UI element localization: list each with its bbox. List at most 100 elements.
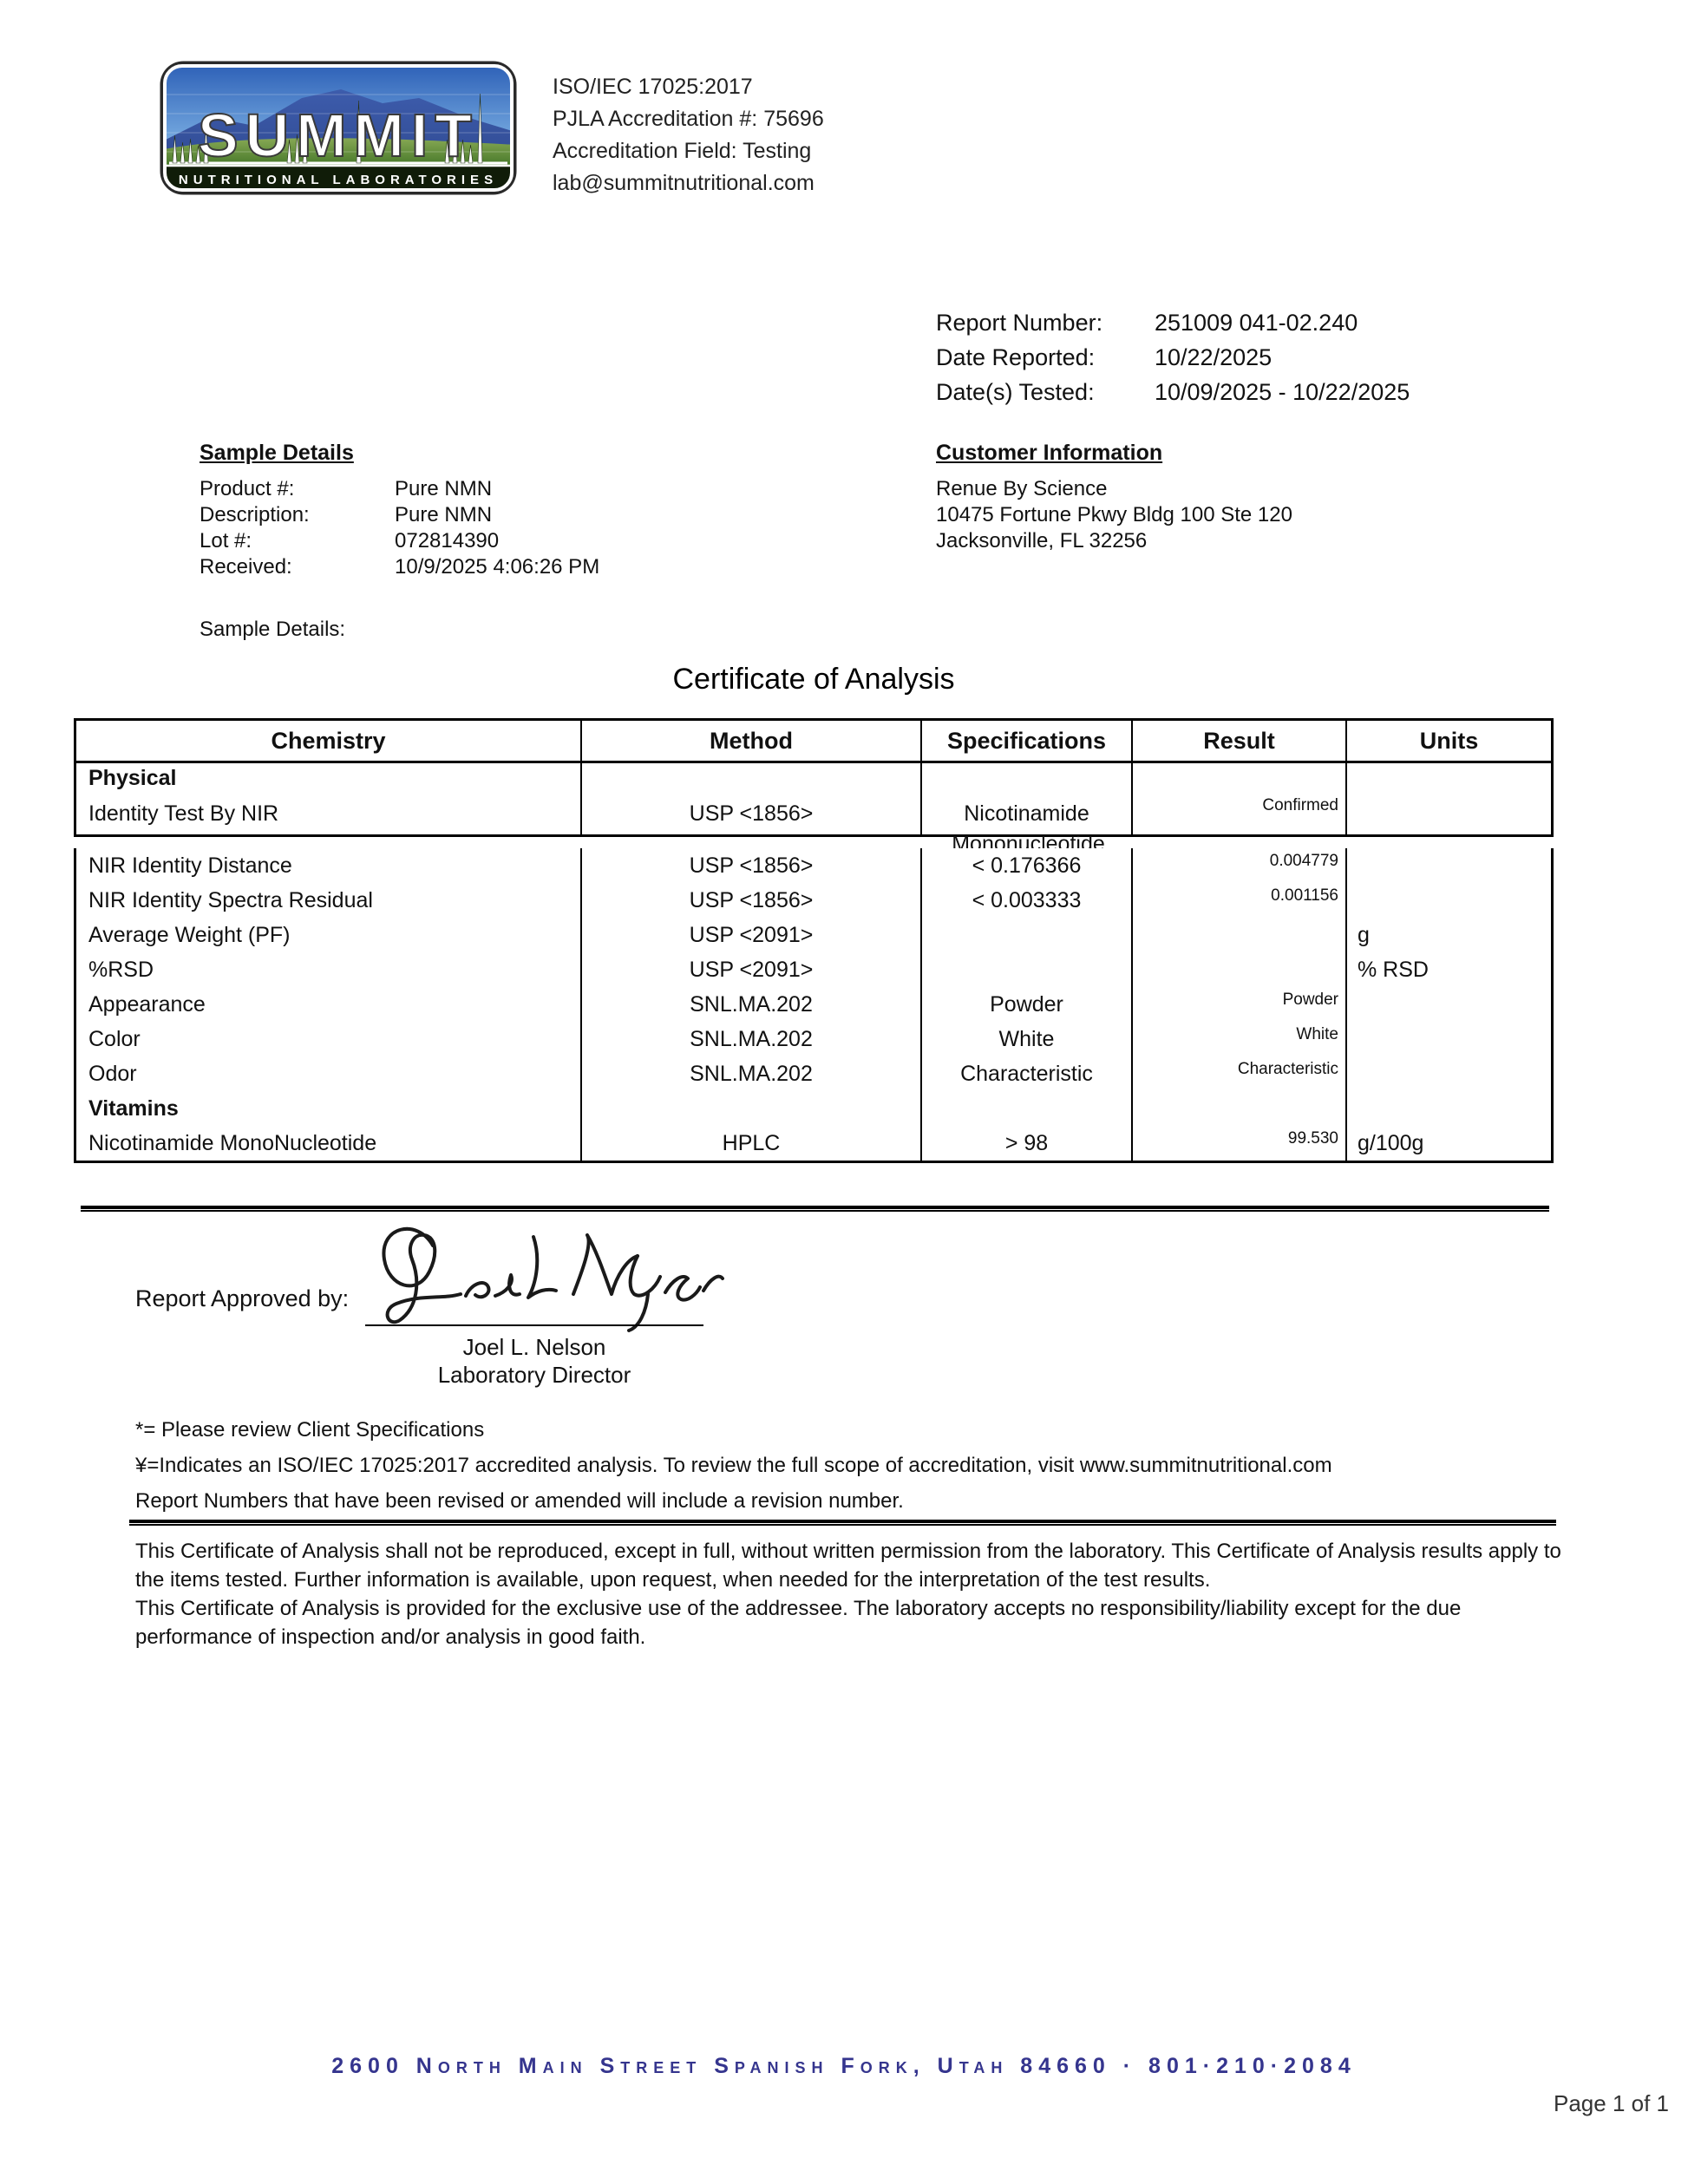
summit-logo: SUMMIT NUTRITIONAL LABORATORIES (159, 60, 518, 196)
signature-image (360, 1214, 724, 1349)
disclaimer-rule (129, 1520, 1556, 1526)
cell-units (1345, 1056, 1551, 1091)
logo-brand-text: SUMMIT (198, 101, 479, 169)
cell-chemistry: NIR Identity Distance (88, 853, 292, 878)
cell-specification: < 0.003333 (920, 883, 1131, 918)
product-label: Product #: (200, 477, 295, 500)
lot-row: Lot #: 072814390 (200, 528, 599, 554)
section-label-vitamins: Vitamins (88, 1095, 179, 1121)
date-reported-label: Date Reported: (936, 343, 1096, 370)
table-row-nmn-assay: Nicotinamide MonoNucleotide HPLC > 98 99… (76, 1126, 1551, 1161)
cell-specification: < 0.176366 (920, 848, 1131, 883)
accreditation-line: ISO/IEC 17025:2017 (553, 75, 753, 99)
cell-specification: Nicotinamide (920, 793, 1131, 834)
column-header-result: Result (1131, 721, 1345, 761)
approver-title: Laboratory Director (437, 1362, 631, 1388)
cell-chemistry: %RSD (88, 957, 154, 982)
footnote-revision: Report Numbers that have been revised or… (135, 1489, 904, 1513)
received-label: Received: (200, 555, 292, 579)
cell-result: Powder (1131, 987, 1345, 1022)
footnote-accredited-analysis: ¥=Indicates an ISO/IEC 17025:2017 accred… (135, 1454, 1332, 1477)
table-header-row: Chemistry Method Specifications Result U… (76, 721, 1551, 763)
report-number-label: Report Number: (936, 309, 1103, 336)
cell-chemistry: Odor (88, 1061, 137, 1086)
cell-specification (920, 952, 1131, 987)
approver-name: Joel L. Nelson (462, 1334, 606, 1360)
accreditation-block: ISO/IEC 17025:2017 PJLA Accreditation #:… (553, 71, 824, 199)
footnotes-block: *= Please review Client Specifications ¥… (135, 1412, 1332, 1519)
disclaimer-paragraph-1: This Certificate of Analysis shall not b… (135, 1540, 1561, 1592)
table-row-nir-distance: NIR Identity Distance USP <1856> < 0.176… (76, 848, 1551, 883)
cell-method: USP <1856> (580, 883, 920, 918)
cell-chemistry: Average Weight (PF) (88, 922, 291, 947)
sample-details-heading: Sample Details (200, 441, 354, 465)
cell-method: USP <1856> (580, 793, 920, 834)
customer-address-line1: 10475 Fortune Pkwy Bldg 100 Ste 120 (936, 503, 1292, 526)
cell-method: SNL.MA.202 (580, 1022, 920, 1056)
received-value: 10/9/2025 4:06:26 PM (395, 555, 600, 579)
cell-specification: White (920, 1022, 1131, 1056)
cell-specification: > 98 (920, 1126, 1131, 1161)
cell-chemistry: Color (88, 1026, 141, 1051)
cell-specification: Powder (920, 987, 1131, 1022)
lot-value: 072814390 (395, 529, 500, 553)
results-table-header-section: Chemistry Method Specifications Result U… (74, 718, 1554, 837)
table-row-nir-spectra: NIR Identity Spectra Residual USP <1856>… (76, 883, 1551, 918)
section-label-physical: Physical (88, 765, 177, 790)
customer-name: Renue By Science (936, 477, 1108, 500)
table-section-row-vitamins: Vitamins (76, 1091, 1551, 1126)
report-number-value: 251009 041-02.240 (1155, 309, 1358, 336)
cell-result: 99.530 (1131, 1126, 1345, 1161)
table-row-identity-test: Identity Test By NIR USP <1856> Nicotina… (76, 793, 1551, 834)
report-number-row: Report Number: 251009 041-02.240 (936, 305, 1410, 340)
sample-details-extra-label: Sample Details: (200, 618, 346, 641)
cell-result: Characteristic (1131, 1056, 1345, 1091)
results-table-body-section: NIR Identity Distance USP <1856> < 0.176… (74, 848, 1554, 1163)
date-reported-value: 10/22/2025 (1155, 343, 1273, 370)
footnote-client-specs: *= Please review Client Specifications (135, 1418, 485, 1442)
sample-details-block: Sample Details Product #: Pure NMN Descr… (200, 441, 599, 580)
cell-chemistry: NIR Identity Spectra Residual (88, 887, 373, 912)
dates-tested-row: Date(s) Tested: 10/09/2025 - 10/22/2025 (936, 375, 1410, 409)
description-value: Pure NMN (395, 503, 493, 526)
cell-result: 0.001156 (1131, 883, 1345, 918)
table-row-odor: Odor SNL.MA.202 Characteristic Character… (76, 1056, 1551, 1091)
report-info-block: Report Number: 251009 041-02.240 Date Re… (936, 305, 1410, 409)
cell-result: White (1131, 1022, 1345, 1056)
table-row-appearance: Appearance SNL.MA.202 Powder Powder (76, 987, 1551, 1022)
product-value: Pure NMN (395, 477, 493, 500)
customer-info-heading: Customer Information (936, 441, 1163, 465)
cell-specification: Characteristic (920, 1056, 1131, 1091)
cell-result (1131, 918, 1345, 952)
cell-units (1345, 848, 1551, 883)
cell-specification (920, 918, 1131, 952)
cell-units: g/100g (1345, 1126, 1551, 1161)
chromatogram-peaks-icon (172, 93, 483, 164)
cell-method: SNL.MA.202 (580, 987, 920, 1022)
column-header-units: Units (1345, 721, 1551, 761)
cell-method: USP <2091> (580, 952, 920, 987)
cell-method: HPLC (580, 1126, 920, 1161)
dates-tested-value: 10/09/2025 - 10/22/2025 (1155, 378, 1410, 405)
cell-result: Confirmed (1131, 793, 1345, 834)
cell-units (1345, 987, 1551, 1022)
customer-info-block: Customer Information Renue By Science 10… (936, 441, 1292, 554)
logo-tagline-text: NUTRITIONAL LABORATORIES (179, 173, 498, 187)
disclaimer-paragraph-2: This Certificate of Analysis is provided… (135, 1597, 1462, 1649)
table-bottom-rule (81, 1206, 1549, 1212)
table-section-row-physical: Physical (76, 763, 1551, 793)
disclaimer-block: This Certificate of Analysis shall not b… (135, 1537, 1565, 1651)
dates-tested-label: Date(s) Tested: (936, 378, 1095, 405)
signature-line (365, 1324, 703, 1326)
cell-method: USP <2091> (580, 918, 920, 952)
cell-method: SNL.MA.202 (580, 1056, 920, 1091)
accreditation-line: PJLA Accreditation #: 75696 (553, 107, 824, 131)
table-row-color: Color SNL.MA.202 White White (76, 1022, 1551, 1056)
cell-chemistry: Nicotinamide MonoNucleotide (88, 1130, 377, 1155)
lab-address-footer: 2600 North Main Street Spanish Fork, Uta… (331, 2054, 1357, 2078)
date-reported-row: Date Reported: 10/22/2025 (936, 340, 1410, 375)
cell-method: USP <1856> (580, 848, 920, 883)
accreditation-line: Accreditation Field: Testing (553, 139, 812, 163)
summit-logo-graphic: SUMMIT NUTRITIONAL LABORATORIES (160, 61, 517, 195)
cell-units: g (1345, 918, 1551, 952)
